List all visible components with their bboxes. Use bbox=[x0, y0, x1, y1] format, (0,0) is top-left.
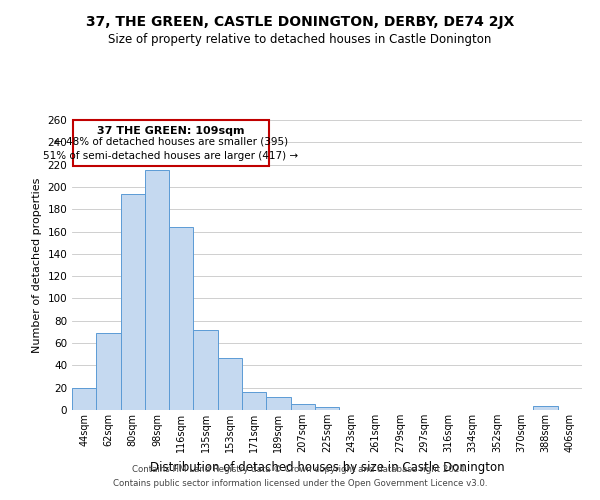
X-axis label: Distribution of detached houses by size in Castle Donington: Distribution of detached houses by size … bbox=[149, 460, 505, 473]
Bar bbox=[315, 406, 339, 410]
Bar bbox=[290, 404, 315, 410]
Bar bbox=[266, 396, 290, 410]
Text: Size of property relative to detached houses in Castle Donington: Size of property relative to detached ho… bbox=[109, 32, 491, 46]
FancyBboxPatch shape bbox=[73, 120, 269, 166]
Text: 51% of semi-detached houses are larger (417) →: 51% of semi-detached houses are larger (… bbox=[43, 151, 299, 161]
Bar bbox=[242, 392, 266, 410]
Text: 37, THE GREEN, CASTLE DONINGTON, DERBY, DE74 2JX: 37, THE GREEN, CASTLE DONINGTON, DERBY, … bbox=[86, 15, 514, 29]
Text: Contains HM Land Registry data © Crown copyright and database right 2024.
Contai: Contains HM Land Registry data © Crown c… bbox=[113, 466, 487, 487]
Y-axis label: Number of detached properties: Number of detached properties bbox=[32, 178, 42, 352]
Bar bbox=[72, 388, 96, 410]
Bar bbox=[533, 406, 558, 410]
Bar bbox=[218, 358, 242, 410]
Text: ← 48% of detached houses are smaller (395): ← 48% of detached houses are smaller (39… bbox=[54, 136, 288, 146]
Bar bbox=[96, 333, 121, 410]
Bar bbox=[169, 227, 193, 410]
Bar bbox=[121, 194, 145, 410]
Text: 37 THE GREEN: 109sqm: 37 THE GREEN: 109sqm bbox=[97, 126, 245, 136]
Bar bbox=[193, 330, 218, 410]
Bar bbox=[145, 170, 169, 410]
